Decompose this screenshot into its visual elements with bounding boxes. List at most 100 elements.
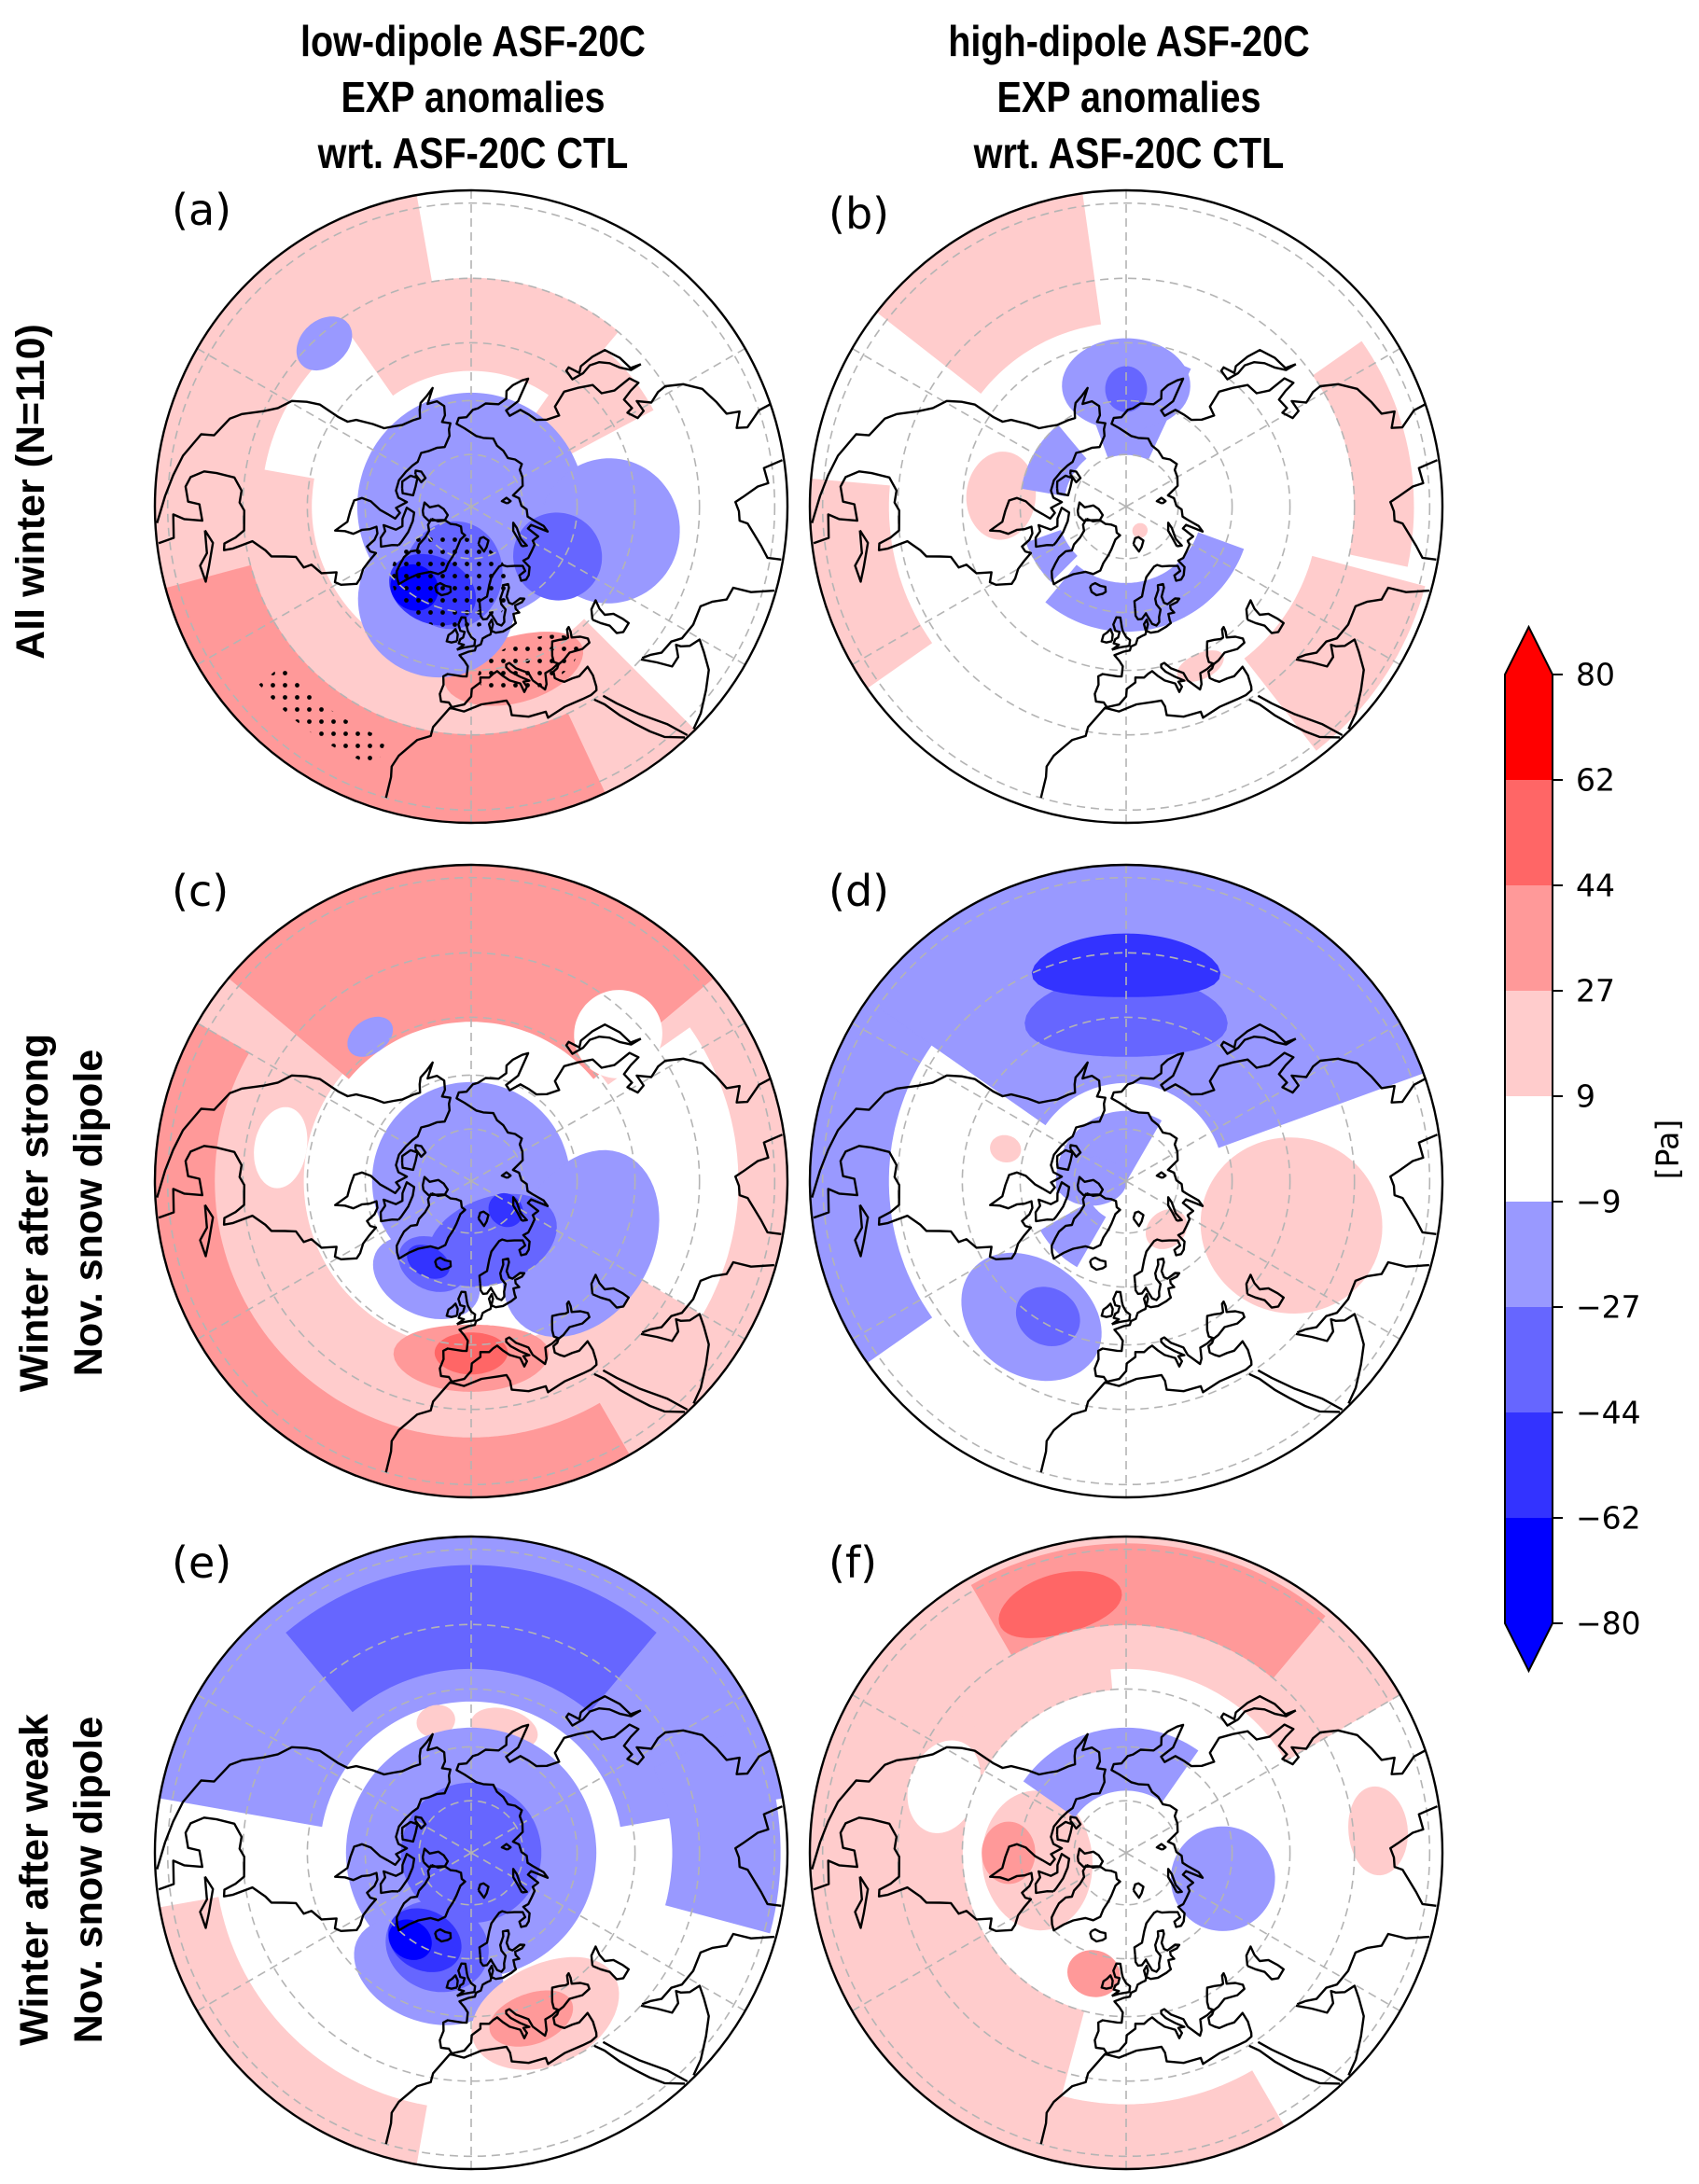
row-label-line: Nov. snow dipole: [66, 1049, 111, 1377]
coastline: [477, 536, 490, 553]
column-title-line: high-dipole ASF-20C: [948, 17, 1310, 65]
longitude-gridline: [470, 999, 786, 1182]
colorbar-extend-max: [1505, 627, 1553, 675]
coastline: [1257, 694, 1344, 737]
coastline: [641, 1932, 774, 2006]
row-label-line: Winter after weak: [12, 1714, 57, 2046]
anomaly-region-positive: [1132, 522, 1148, 538]
coastline: [1034, 1853, 1071, 1895]
longitude-gridline: [470, 1180, 786, 1363]
colorbar-band: [1505, 675, 1553, 780]
coastline: [455, 377, 775, 609]
coastline: [854, 529, 870, 583]
coastlines: [156, 1023, 783, 1473]
anomaly-region-positive: [1177, 650, 1224, 682]
colorbar-tick-label: 44: [1576, 867, 1615, 904]
coastline: [1219, 349, 1297, 381]
colorbar-band: [1505, 1307, 1553, 1412]
colorbar-tick-label: 62: [1576, 761, 1615, 799]
coastline: [1111, 1290, 1132, 1326]
column-title-line: low-dipole ASF-20C: [300, 17, 646, 65]
panel-letter-b: (b): [829, 188, 890, 239]
coastline: [640, 638, 710, 730]
coastline: [593, 2044, 686, 2085]
coastline: [1155, 496, 1167, 505]
coastline: [456, 1290, 477, 1326]
coastline: [511, 522, 528, 548]
longitude-gridline: [157, 1671, 472, 1854]
coastline: [1219, 1695, 1297, 1727]
coastline: [396, 517, 467, 586]
coastline: [156, 386, 452, 586]
map-boundary-b: [808, 188, 1444, 825]
coastline: [811, 386, 1107, 586]
coastline: [811, 1061, 1107, 1260]
anomaly-region-positive: [1244, 555, 1426, 751]
longitude-gridline: [470, 506, 786, 689]
coastline: [1055, 1148, 1074, 1172]
coastline: [456, 616, 477, 651]
row-label-line: Winter after strong: [12, 1033, 57, 1393]
coastline: [1248, 1372, 1341, 1413]
column-title-line: wrt. ASF-20C CTL: [317, 129, 629, 177]
coastline: [734, 459, 783, 561]
longitude-gridline: [157, 1180, 472, 1363]
latitude-gridline: [1019, 1074, 1233, 1288]
longitude-gridline: [470, 1852, 786, 2035]
coastline: [1257, 2040, 1344, 2083]
coastline: [641, 1260, 774, 1334]
colorbar-band: [1505, 1096, 1553, 1202]
coastline: [1039, 582, 1253, 799]
colorbar-tick-label: 27: [1576, 972, 1615, 1009]
colorbar-unit-label: [Pa]: [1649, 1119, 1686, 1180]
coastline: [1076, 501, 1105, 522]
coastline: [1245, 1273, 1285, 1309]
row-label-strong-dipole: Winter after strong Nov. snow dipole: [7, 933, 116, 1493]
anomaly-region-neutral: [907, 1740, 981, 1833]
column-title-line: EXP anomalies: [996, 73, 1261, 121]
coastline: [590, 1945, 630, 1981]
panel-letter-c: (c): [172, 866, 230, 916]
coastline: [1110, 377, 1430, 609]
latitude-gridline: [821, 202, 1431, 812]
coastline: [564, 349, 642, 381]
longitude-gridline: [1125, 1180, 1441, 1363]
anomaly-region-negative: [347, 1016, 394, 1057]
coastlines: [156, 349, 783, 799]
coastline: [1132, 1882, 1145, 1899]
latitude-gridline: [961, 1016, 1291, 1346]
row-label-line: Nov. snow dipole: [66, 1716, 111, 2044]
coastline: [641, 586, 774, 660]
anomaly-region-negative: [1039, 1201, 1107, 1268]
coastline: [1034, 1181, 1071, 1223]
coastline: [400, 1820, 419, 1843]
coastline: [156, 1061, 452, 1260]
longitude-gridline: [157, 506, 472, 689]
coastlines: [811, 1023, 1438, 1473]
longitude-gridline: [812, 325, 1127, 508]
latitude-gridline: [364, 399, 578, 614]
coastline: [434, 1256, 453, 1272]
column-title-line: EXP anomalies: [341, 73, 606, 121]
colorbar-tick-label: 80: [1576, 656, 1615, 693]
coastline: [379, 1181, 416, 1223]
coastline: [1110, 1723, 1430, 1955]
coastline: [602, 694, 689, 737]
coastline: [1245, 1945, 1285, 1981]
coastline: [1051, 1191, 1121, 1260]
map-panel-e: [155, 1537, 787, 2169]
coastline: [396, 1191, 467, 1260]
coastline: [564, 1695, 642, 1727]
coastline: [1389, 459, 1438, 561]
coastline: [1111, 616, 1132, 651]
coastline: [734, 1805, 783, 1907]
colorbar-tick-label: −62: [1576, 1499, 1641, 1537]
coastline: [1248, 698, 1341, 739]
colorbar-tick-label: 9: [1576, 1078, 1595, 1115]
coastline: [400, 474, 419, 497]
coastline: [1132, 1210, 1145, 1228]
latitude-gridline: [306, 1016, 636, 1346]
coastline: [1296, 1932, 1429, 2006]
row-label-weak-dipole: Winter after weak Nov. snow dipole: [7, 1600, 116, 2160]
